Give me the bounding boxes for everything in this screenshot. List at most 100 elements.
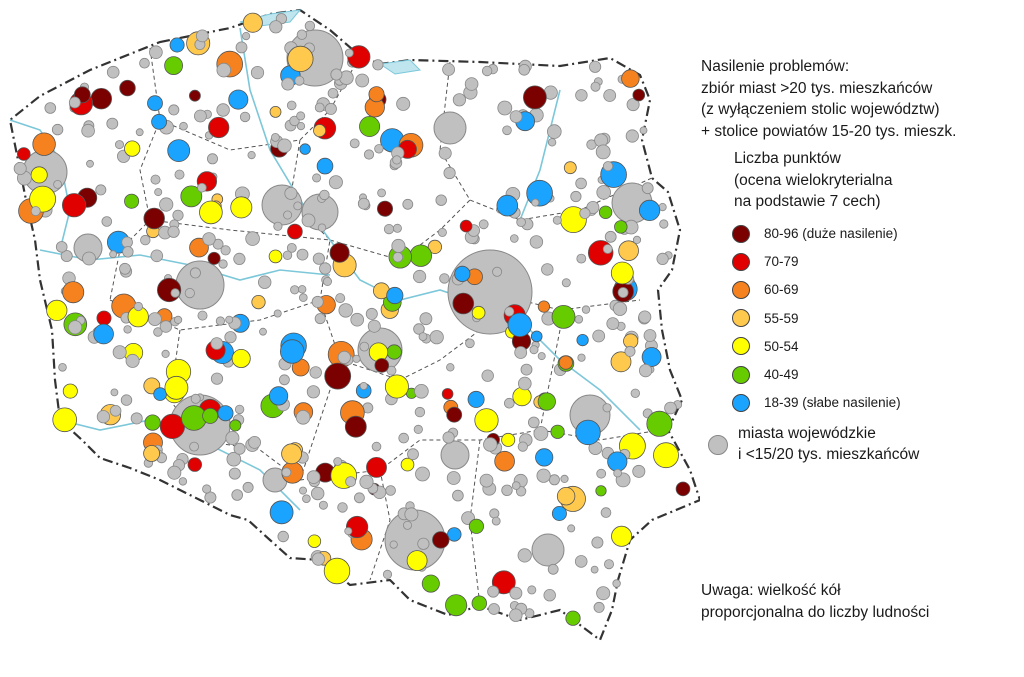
city-marker <box>363 149 375 160</box>
city-marker <box>314 313 326 325</box>
city-marker <box>530 330 543 343</box>
city-marker <box>547 563 559 575</box>
city-marker <box>529 345 539 355</box>
city-marker <box>86 159 94 168</box>
city-marker <box>509 608 523 622</box>
legend-label: 40-49 <box>764 367 799 383</box>
city-marker <box>216 103 230 117</box>
city-marker <box>233 252 246 265</box>
city-marker <box>659 219 669 229</box>
city-marker <box>406 550 428 571</box>
city-marker <box>286 242 297 253</box>
city-marker <box>208 116 230 139</box>
city-marker <box>338 303 353 318</box>
city-marker <box>509 586 523 600</box>
city-marker <box>311 486 325 501</box>
city-marker <box>112 345 127 360</box>
city-marker <box>189 267 201 279</box>
legend-item: 55-59 <box>732 304 1021 332</box>
city-marker <box>402 520 412 530</box>
city-marker <box>621 69 640 88</box>
city-marker <box>106 65 120 79</box>
city-marker <box>333 457 343 466</box>
city-marker <box>675 481 691 497</box>
city-marker <box>442 431 455 444</box>
city-marker <box>301 213 316 228</box>
city-marker <box>123 325 132 334</box>
city-marker <box>537 392 556 411</box>
city-marker <box>207 251 221 265</box>
city-marker <box>464 77 479 91</box>
city-marker <box>392 251 404 263</box>
city-marker <box>61 193 87 218</box>
city-marker <box>293 201 303 211</box>
city-marker <box>269 20 283 34</box>
city-marker <box>269 500 294 525</box>
city-marker <box>143 445 161 462</box>
city-marker <box>82 251 96 266</box>
city-marker <box>234 404 245 415</box>
city-marker <box>494 450 515 472</box>
city-marker <box>268 249 283 264</box>
city-marker <box>278 374 290 386</box>
city-marker <box>62 383 78 399</box>
regional-capital-marker <box>286 29 344 87</box>
legend-items: 80-96 (duże nasilenie) 70-79 60-69 55-59… <box>732 220 1021 417</box>
city-marker <box>641 182 654 195</box>
city-marker <box>574 314 584 324</box>
legend-title-line: + stolice powiatów 15-20 tys. mieszk. <box>701 122 957 140</box>
city-marker <box>359 381 368 390</box>
legend-swatch <box>732 337 750 356</box>
city-marker <box>151 113 168 130</box>
legend-swatch <box>732 309 750 328</box>
city-marker <box>492 266 503 277</box>
city-marker <box>586 200 600 214</box>
city-marker <box>174 169 185 180</box>
city-marker <box>593 601 605 613</box>
city-marker <box>414 406 426 418</box>
city-marker <box>400 457 415 472</box>
city-marker <box>365 307 378 320</box>
city-marker <box>250 66 265 80</box>
city-marker <box>575 89 588 102</box>
city-marker <box>259 327 267 336</box>
city-marker <box>415 466 430 482</box>
city-marker <box>638 199 661 221</box>
city-marker <box>294 75 305 86</box>
city-marker <box>367 319 381 333</box>
city-marker <box>371 441 382 452</box>
city-marker <box>296 29 308 40</box>
city-marker <box>603 89 617 102</box>
city-marker <box>167 465 182 480</box>
city-marker <box>120 394 133 406</box>
city-marker <box>187 457 203 472</box>
city-marker <box>172 209 184 221</box>
city-marker <box>459 219 473 233</box>
map <box>8 8 700 642</box>
city-marker <box>512 386 532 407</box>
legend-subtitle-line: na podstawie 7 cech) <box>734 193 881 210</box>
city-marker <box>312 252 325 265</box>
city-marker <box>438 146 452 160</box>
city-marker <box>441 388 454 400</box>
city-marker <box>377 188 387 198</box>
city-marker <box>479 473 494 488</box>
city-marker <box>602 161 614 172</box>
city-marker <box>247 151 256 160</box>
city-marker <box>150 174 161 185</box>
city-marker <box>386 365 397 376</box>
city-marker <box>233 442 246 455</box>
city-marker <box>174 315 183 324</box>
legend-other-swatch <box>708 434 728 455</box>
legend-item: 60-69 <box>732 276 1021 304</box>
city-marker <box>413 424 423 434</box>
city-marker <box>143 207 165 230</box>
city-marker <box>90 87 113 110</box>
city-marker <box>170 288 180 298</box>
city-marker <box>617 287 629 298</box>
city-marker <box>507 312 533 338</box>
city-marker <box>437 227 447 237</box>
city-marker <box>643 329 657 342</box>
city-marker <box>101 216 113 227</box>
city-marker <box>296 248 309 261</box>
